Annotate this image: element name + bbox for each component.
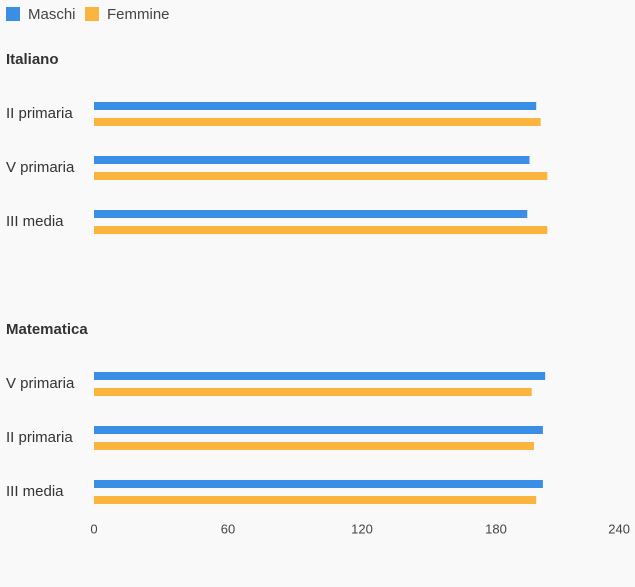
group-title-matematica: Matematica <box>6 321 88 338</box>
group-title-italiano: Italiano <box>6 51 59 68</box>
bar-italiano-iii-media-femmine <box>94 226 548 234</box>
bar-matematica-ii-primaria-femmine <box>94 442 534 450</box>
bar-italiano-v-primaria-maschi <box>94 156 530 164</box>
legend-item-femmine[interactable]: Femmine <box>85 5 170 23</box>
legend-label-maschi: Maschi <box>28 5 76 23</box>
bar-matematica-v-primaria-femmine <box>94 388 532 396</box>
bar-italiano-ii-primaria-femmine <box>94 118 541 126</box>
bar-matematica-iii-media-femmine <box>94 496 537 504</box>
legend-swatch-femmine <box>85 7 99 21</box>
bar-matematica-v-primaria-maschi <box>94 372 546 380</box>
category-label-italiano-v-primaria: V primaria <box>6 159 75 176</box>
bar-italiano-v-primaria-femmine <box>94 172 548 180</box>
legend-item-maschi[interactable]: Maschi <box>6 5 76 23</box>
bar-matematica-iii-media-maschi <box>94 480 543 488</box>
x-tick-label-60: 60 <box>221 521 235 536</box>
x-tick-label-240: 240 <box>608 521 630 536</box>
x-tick-label-180: 180 <box>485 521 507 536</box>
bar-italiano-ii-primaria-maschi <box>94 102 537 110</box>
bar-matematica-ii-primaria-maschi <box>94 426 543 434</box>
legend-swatch-maschi <box>6 7 20 21</box>
category-label-italiano-iii-media: III media <box>6 213 64 230</box>
x-tick-label-0: 0 <box>90 521 97 536</box>
legend-label-femmine: Femmine <box>107 5 170 23</box>
x-tick-label-120: 120 <box>351 521 373 536</box>
bar-italiano-iii-media-maschi <box>94 210 528 218</box>
category-label-matematica-v-primaria: V primaria <box>6 375 75 392</box>
category-label-matematica-iii-media: III media <box>6 483 64 500</box>
category-label-italiano-ii-primaria: II primaria <box>6 105 73 122</box>
category-label-matematica-ii-primaria: II primaria <box>6 429 73 446</box>
